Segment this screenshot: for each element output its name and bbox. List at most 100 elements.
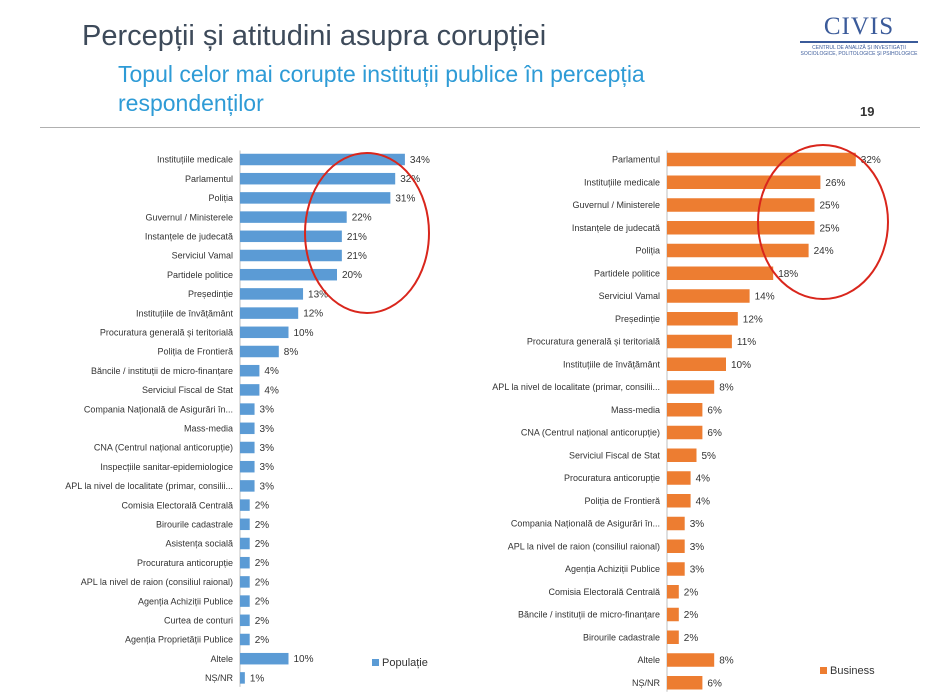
pop-value-label: 1% xyxy=(250,673,265,684)
pop-category-label: Mass-media xyxy=(184,424,233,434)
pop-category-label: Poliția de Frontieră xyxy=(157,347,233,357)
bus-value-label: 14% xyxy=(755,292,775,303)
pop-bar xyxy=(240,672,245,684)
pop-category-label: APL la nivel de raion (consiliul raional… xyxy=(81,577,233,587)
bus-bar xyxy=(667,312,738,326)
bus-bar xyxy=(667,289,750,303)
bus-bar xyxy=(667,403,703,417)
bus-value-label: 8% xyxy=(719,383,734,394)
pop-bar xyxy=(240,172,396,185)
pop-bar xyxy=(240,403,255,415)
pop-value-label: 4% xyxy=(264,385,279,396)
pop-value-label: 2% xyxy=(255,539,270,550)
pop-value-label: 34% xyxy=(410,155,430,166)
bus-bar xyxy=(667,653,715,667)
pop-value-label: 3% xyxy=(260,481,275,492)
pop-category-label: Agenția Proprietății Publice xyxy=(125,635,233,645)
bus-bar xyxy=(667,175,821,189)
bus-bar xyxy=(667,448,697,462)
pop-value-label: 10% xyxy=(294,654,314,665)
pop-bar xyxy=(240,211,347,223)
pop-category-label: Procuratura generală și teritorială xyxy=(100,328,233,338)
bus-value-label: 11% xyxy=(737,337,756,348)
pop-category-label: Procuratura anticorupție xyxy=(137,558,233,568)
bus-category-label: Procuratura generală și teritorială xyxy=(527,337,660,347)
bus-value-label: 6% xyxy=(707,405,722,416)
pop-category-label: Instituțiile medicale xyxy=(157,155,233,165)
bus-bar xyxy=(667,243,809,258)
pop-legend-swatch xyxy=(372,659,379,666)
bus-value-label: 2% xyxy=(684,587,699,598)
bus-bar xyxy=(667,562,685,576)
pop-bar xyxy=(240,230,342,243)
pop-value-label: 22% xyxy=(352,213,372,224)
bus-category-label: Președinție xyxy=(615,314,660,324)
bus-value-label: 10% xyxy=(731,360,751,371)
bus-category-label: Instituțiile de învățământ xyxy=(563,359,661,369)
bus-value-label: 25% xyxy=(820,201,840,212)
header-divider xyxy=(40,127,920,128)
bus-value-label: 6% xyxy=(707,678,722,689)
bus-legend-label: Business xyxy=(830,665,875,677)
pop-bar xyxy=(240,480,255,492)
bus-bar xyxy=(667,221,815,235)
bus-bar xyxy=(667,676,703,690)
bus-value-label: 4% xyxy=(696,474,711,485)
pop-bar xyxy=(240,192,391,204)
pop-value-label: 21% xyxy=(347,232,367,243)
pop-bar xyxy=(240,384,260,396)
pop-value-label: 31% xyxy=(395,193,415,204)
pop-value-label: 32% xyxy=(400,174,420,185)
bus-value-label: 24% xyxy=(814,246,834,257)
bus-bar xyxy=(667,607,679,622)
pop-bar xyxy=(240,499,250,511)
bus-category-label: Parlamentul xyxy=(612,155,660,165)
bus-bar xyxy=(667,539,685,553)
bus-bar xyxy=(667,494,691,508)
bus-value-label: 8% xyxy=(719,656,734,667)
bus-bar xyxy=(667,585,679,599)
bus-value-label: 18% xyxy=(778,269,798,280)
pop-value-label: 3% xyxy=(260,405,275,416)
bus-bar xyxy=(667,198,815,212)
bus-category-label: APL la nivel de localitate (primar, cons… xyxy=(492,382,660,392)
pop-value-label: 2% xyxy=(255,520,270,531)
pop-value-label: 2% xyxy=(255,501,270,512)
pop-value-label: 13% xyxy=(308,289,328,300)
pop-value-label: 2% xyxy=(255,635,270,646)
bus-value-label: 32% xyxy=(861,155,881,166)
pop-bar xyxy=(240,537,250,550)
bus-value-label: 3% xyxy=(690,565,705,576)
bus-category-label: Comisia Electorală Centrală xyxy=(548,587,660,597)
bus-bar xyxy=(667,357,726,371)
pop-bar xyxy=(240,595,250,607)
bus-category-label: Serviciul Vamal xyxy=(599,291,660,301)
pop-category-label: Președinție xyxy=(188,289,233,299)
pop-category-label: Instanțele de judecată xyxy=(145,232,233,242)
bus-bar xyxy=(667,380,715,394)
pop-category-label: Asistența socială xyxy=(165,539,233,549)
pop-category-label: Birourile cadastrale xyxy=(156,520,233,530)
bus-category-label: Instanțele de judecată xyxy=(572,223,660,233)
bus-highlight-circle xyxy=(757,144,889,300)
pop-value-label: 12% xyxy=(303,309,323,320)
pop-highlight-circle xyxy=(304,152,430,314)
pop-bar xyxy=(240,652,289,665)
pop-category-label: Curtea de conturi xyxy=(164,616,233,626)
bus-bar xyxy=(667,152,856,167)
bus-category-label: NȘ/NR xyxy=(632,678,661,688)
bus-category-label: Serviciul Fiscal de Stat xyxy=(569,450,661,460)
pop-bar xyxy=(240,556,250,569)
bus-value-label: 26% xyxy=(825,178,845,189)
bus-bar xyxy=(667,471,691,485)
bus-value-label: 5% xyxy=(702,451,717,462)
pop-bar xyxy=(240,268,337,281)
pop-category-label: Poliția xyxy=(208,193,233,203)
bus-value-label: 12% xyxy=(743,314,763,325)
pop-value-label: 21% xyxy=(347,251,367,262)
pop-category-label: NȘ/NR xyxy=(205,673,234,683)
pop-category-label: Compania Națională de Asigurări în... xyxy=(84,404,233,414)
bus-category-label: APL la nivel de raion (consiliul raional… xyxy=(508,541,660,551)
pop-value-label: 3% xyxy=(260,424,275,435)
